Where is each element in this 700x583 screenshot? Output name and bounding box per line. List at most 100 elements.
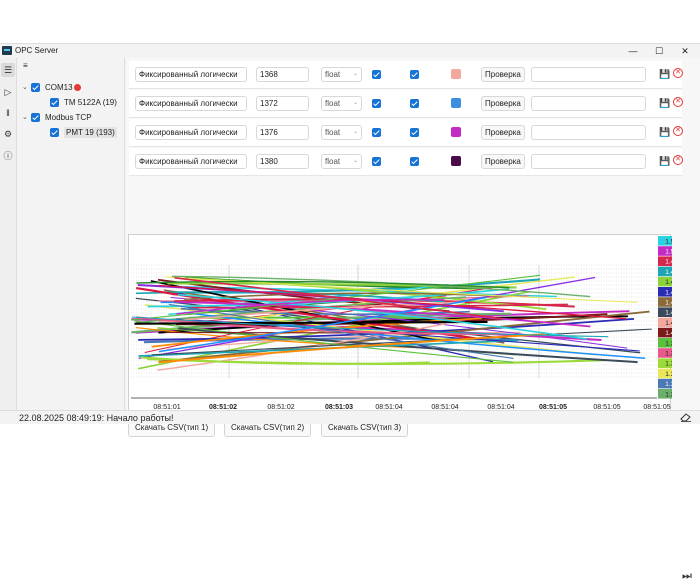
- left-toolbar: ☰ ▷ ‖ ⚙ ⓘ: [0, 58, 17, 410]
- parameter-name-input[interactable]: Фиксированный логически: [135, 96, 247, 111]
- data-type-select[interactable]: float ⌄: [321, 96, 362, 111]
- line-color-swatch[interactable]: [451, 156, 461, 166]
- tree-menu-icon[interactable]: ≡: [23, 61, 28, 70]
- legend-value: 1.49165: [665, 259, 672, 266]
- legend-value: 1.49060: [665, 269, 672, 276]
- chevron-down-icon[interactable]: ⌄: [22, 114, 28, 121]
- info-icon[interactable]: ⓘ: [3, 151, 13, 161]
- minimize-button[interactable]: —: [628, 46, 638, 56]
- x-tick-label: 08:51:05: [593, 404, 620, 411]
- tree-node-checkbox[interactable]: [50, 127, 59, 137]
- x-tick-label: 08:51:04: [487, 404, 514, 411]
- device-tree: ≡ ⌄ COM13 TM 5122A (19) ⌄ Modbus TCP PMT…: [17, 58, 125, 410]
- check-result-input[interactable]: [531, 67, 646, 82]
- close-button[interactable]: ✕: [681, 46, 689, 56]
- series-line: [158, 333, 547, 364]
- data-type-select[interactable]: float ⌄: [321, 125, 362, 140]
- chart-checkbox[interactable]: [410, 99, 419, 108]
- line-color-swatch[interactable]: [451, 69, 461, 79]
- legend-swatch: [658, 246, 672, 256]
- legend-value: 1.45762: [665, 300, 672, 307]
- register-address-input[interactable]: 1376: [256, 125, 309, 140]
- tree-node-checkbox[interactable]: [50, 97, 59, 107]
- terminal-icon[interactable]: ▷: [4, 87, 12, 97]
- register-address-input[interactable]: 1380: [256, 154, 309, 169]
- x-tick-label: 08:51:03: [325, 404, 353, 411]
- enable-checkbox[interactable]: [372, 128, 381, 137]
- data-type-value: float: [325, 128, 341, 137]
- check-button[interactable]: Проверка: [481, 96, 525, 111]
- line-color-swatch[interactable]: [451, 127, 461, 137]
- tree-node-checkbox[interactable]: [31, 82, 40, 92]
- enable-checkbox[interactable]: [372, 157, 381, 166]
- tree-node-checkbox[interactable]: [31, 112, 40, 122]
- skip-to-end-icon[interactable]: ⏭: [682, 570, 692, 582]
- parameter-row: Фиксированный логически 1380 float ⌄ Пров…: [129, 148, 683, 176]
- parameter-name-input[interactable]: Фиксированный логически: [135, 154, 247, 169]
- data-type-select[interactable]: float ⌄: [321, 154, 362, 169]
- realtime-chart: 1.51751 1.51385 1.49165 1.49060 1.46439 1.460…: [128, 234, 692, 582]
- chevron-down-icon[interactable]: ⌄: [22, 84, 28, 91]
- series-line: [136, 316, 499, 336]
- delete-icon[interactable]: ✕: [673, 155, 683, 165]
- check-result-input[interactable]: [531, 154, 646, 169]
- enable-checkbox[interactable]: [372, 70, 381, 79]
- x-tick-label: 08:51:05: [539, 404, 567, 411]
- series-line: [168, 303, 514, 360]
- delete-icon[interactable]: ✕: [673, 97, 683, 107]
- series-line: [135, 327, 434, 349]
- save-icon[interactable]: 💾: [659, 98, 671, 108]
- tree-node-label: TM 5122A (19): [64, 97, 117, 107]
- legend-swatch: [658, 378, 672, 389]
- tree-node-pmt19[interactable]: PMT 19 (193): [50, 125, 117, 139]
- tree-node-label: PMT 19 (193): [64, 126, 117, 138]
- tree-view-icon[interactable]: ☰: [1, 63, 15, 77]
- data-type-value: float: [325, 157, 341, 166]
- parameter-row: Фиксированный логически 1368 float ⌄ Пров…: [129, 61, 683, 89]
- register-address-input[interactable]: 1372: [256, 96, 309, 111]
- check-button[interactable]: Проверка: [481, 125, 525, 140]
- line-color-swatch[interactable]: [451, 98, 461, 108]
- legend-swatch: [658, 307, 672, 317]
- tree-node-com13[interactable]: ⌄ COM13: [22, 80, 81, 94]
- columns-icon[interactable]: ‖: [6, 108, 10, 118]
- legend-value: 1.51751: [665, 238, 672, 245]
- window-title: OPC Server: [15, 46, 59, 55]
- chart-checkbox[interactable]: [410, 157, 419, 166]
- check-button[interactable]: Проверка: [481, 67, 525, 82]
- chart-checkbox[interactable]: [410, 70, 419, 79]
- parameter-name-input[interactable]: Фиксированный логически: [135, 125, 247, 140]
- chart-checkbox[interactable]: [410, 128, 419, 137]
- check-result-input[interactable]: [531, 96, 646, 111]
- tree-node-tm5122a[interactable]: TM 5122A (19): [50, 95, 117, 109]
- parameter-name-input[interactable]: Фиксированный логически: [135, 67, 247, 82]
- main-panel: Фиксированный логически 1368 float ⌄ Пров…: [126, 58, 700, 582]
- settings-icon[interactable]: ⚙: [3, 129, 13, 139]
- legend-swatch: [658, 287, 672, 297]
- tree-node-modbus-tcp[interactable]: ⌄ Modbus TCP: [22, 110, 92, 124]
- series-line: [134, 320, 488, 325]
- delete-icon[interactable]: ✕: [673, 68, 683, 78]
- check-button[interactable]: Проверка: [481, 154, 525, 169]
- series-line: [131, 316, 609, 338]
- legend-swatch: [658, 276, 672, 287]
- eraser-icon[interactable]: [680, 412, 692, 422]
- save-icon[interactable]: 💾: [659, 69, 671, 79]
- legend-swatch: [658, 236, 672, 246]
- enable-checkbox[interactable]: [372, 99, 381, 108]
- maximize-button[interactable]: ☐: [654, 46, 664, 56]
- parameter-row: Фиксированный логически 1376 float ⌄ Пров…: [129, 119, 683, 147]
- register-address-input[interactable]: 1368: [256, 67, 309, 82]
- legend-value: 1.38797: [665, 340, 672, 347]
- chevron-down-icon: ⌄: [352, 100, 358, 106]
- series-line: [174, 276, 503, 320]
- legend-swatch: [658, 297, 672, 307]
- x-tick-label: 08:51:04: [431, 404, 458, 411]
- delete-icon[interactable]: ✕: [673, 126, 683, 136]
- status-dot-icon: [73, 83, 81, 91]
- data-type-select[interactable]: float ⌄: [321, 67, 362, 82]
- legend-value: 1.46030: [665, 289, 672, 296]
- check-result-input[interactable]: [531, 125, 646, 140]
- save-icon[interactable]: 💾: [659, 156, 671, 166]
- save-icon[interactable]: 💾: [659, 127, 671, 137]
